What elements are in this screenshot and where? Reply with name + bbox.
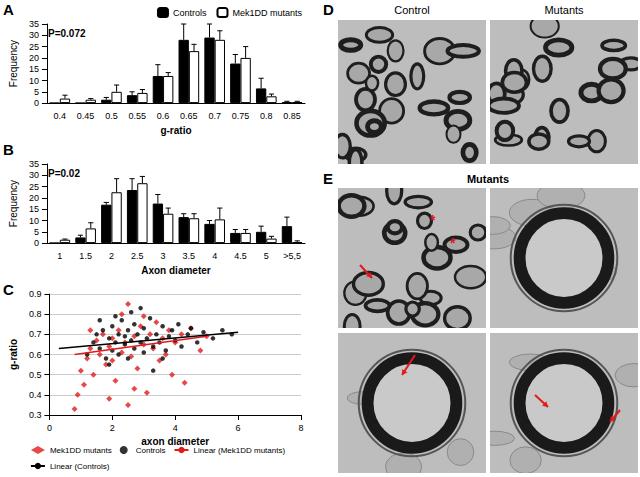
svg-text:10: 10 <box>29 76 39 86</box>
svg-text:15: 15 <box>29 64 39 74</box>
svg-text:Frequency: Frequency <box>8 40 19 87</box>
svg-text:0.5: 0.5 <box>29 370 42 380</box>
svg-text:30: 30 <box>29 170 39 180</box>
svg-text:35: 35 <box>29 159 39 169</box>
svg-text:15: 15 <box>29 204 39 214</box>
svg-text:35: 35 <box>29 19 39 29</box>
svg-text:0.6: 0.6 <box>157 111 170 121</box>
svg-text:8: 8 <box>298 423 303 433</box>
svg-text:Mutants: Mutants <box>467 173 509 185</box>
svg-text:Linear (Mek1DD mutants): Linear (Mek1DD mutants) <box>194 446 286 455</box>
svg-text:3.5: 3.5 <box>183 251 196 261</box>
svg-text:0.4: 0.4 <box>29 390 42 400</box>
svg-text:Control: Control <box>394 4 429 16</box>
svg-text:E: E <box>323 170 333 187</box>
svg-text:4: 4 <box>173 423 178 433</box>
svg-text:Controls: Controls <box>173 8 207 18</box>
svg-text:C: C <box>3 281 14 298</box>
svg-text:25: 25 <box>29 42 39 52</box>
svg-text:1: 1 <box>57 251 62 261</box>
svg-text:0: 0 <box>34 98 39 108</box>
svg-text:Controls: Controls <box>136 446 166 455</box>
svg-text:Mutants: Mutants <box>544 4 584 16</box>
svg-text:axon diameter: axon diameter <box>141 436 210 448</box>
svg-text:>5,5: >5,5 <box>283 251 301 261</box>
svg-text:1.5: 1.5 <box>79 251 92 261</box>
svg-text:5: 5 <box>264 251 269 261</box>
svg-text:2: 2 <box>109 251 114 261</box>
svg-text:0.55: 0.55 <box>128 111 146 121</box>
svg-text:0: 0 <box>34 238 39 248</box>
svg-text:g-ratio: g-ratio <box>160 125 191 136</box>
svg-text:20: 20 <box>29 193 39 203</box>
svg-text:0.75: 0.75 <box>232 111 250 121</box>
svg-text:2.5: 2.5 <box>131 251 144 261</box>
svg-text:0.7: 0.7 <box>208 111 221 121</box>
svg-text:0.65: 0.65 <box>180 111 198 121</box>
svg-text:0.8: 0.8 <box>29 309 42 319</box>
svg-text:0.7: 0.7 <box>29 329 42 339</box>
svg-text:0: 0 <box>47 423 52 433</box>
svg-text:25: 25 <box>29 182 39 192</box>
svg-text:20: 20 <box>29 53 39 63</box>
svg-text:5: 5 <box>34 227 39 237</box>
svg-text:4.5: 4.5 <box>234 251 247 261</box>
svg-text:6: 6 <box>236 423 241 433</box>
svg-text:3: 3 <box>161 251 166 261</box>
svg-text:30: 30 <box>29 30 39 40</box>
svg-text:0.6: 0.6 <box>29 350 42 360</box>
svg-text:*: * <box>450 235 456 251</box>
svg-text:0.45: 0.45 <box>77 111 95 121</box>
svg-text:0.3: 0.3 <box>29 410 42 420</box>
svg-text:5: 5 <box>34 87 39 97</box>
svg-text:A: A <box>3 1 14 18</box>
svg-text:Axon diameter: Axon diameter <box>141 265 211 276</box>
svg-text:D: D <box>323 1 334 18</box>
svg-text:Frequency: Frequency <box>8 180 19 227</box>
svg-text:P=0.02: P=0.02 <box>48 168 80 179</box>
svg-text:Linear (Controls): Linear (Controls) <box>50 462 110 471</box>
svg-text:0.8: 0.8 <box>260 111 273 121</box>
svg-text:B: B <box>3 141 14 158</box>
svg-text:4: 4 <box>212 251 217 261</box>
svg-text:0.85: 0.85 <box>283 111 301 121</box>
svg-text:g-ratio: g-ratio <box>8 339 19 370</box>
svg-text:Mek1DD mutants: Mek1DD mutants <box>232 8 302 18</box>
svg-text:0.9: 0.9 <box>29 289 42 299</box>
svg-text:P=0.072: P=0.072 <box>48 28 86 39</box>
svg-text:0.4: 0.4 <box>54 111 67 121</box>
svg-text:10: 10 <box>29 216 39 226</box>
svg-text:0.5: 0.5 <box>105 111 118 121</box>
svg-text:*: * <box>430 212 436 228</box>
svg-text:2: 2 <box>110 423 115 433</box>
svg-text:Mek1DD mutants: Mek1DD mutants <box>50 446 112 455</box>
